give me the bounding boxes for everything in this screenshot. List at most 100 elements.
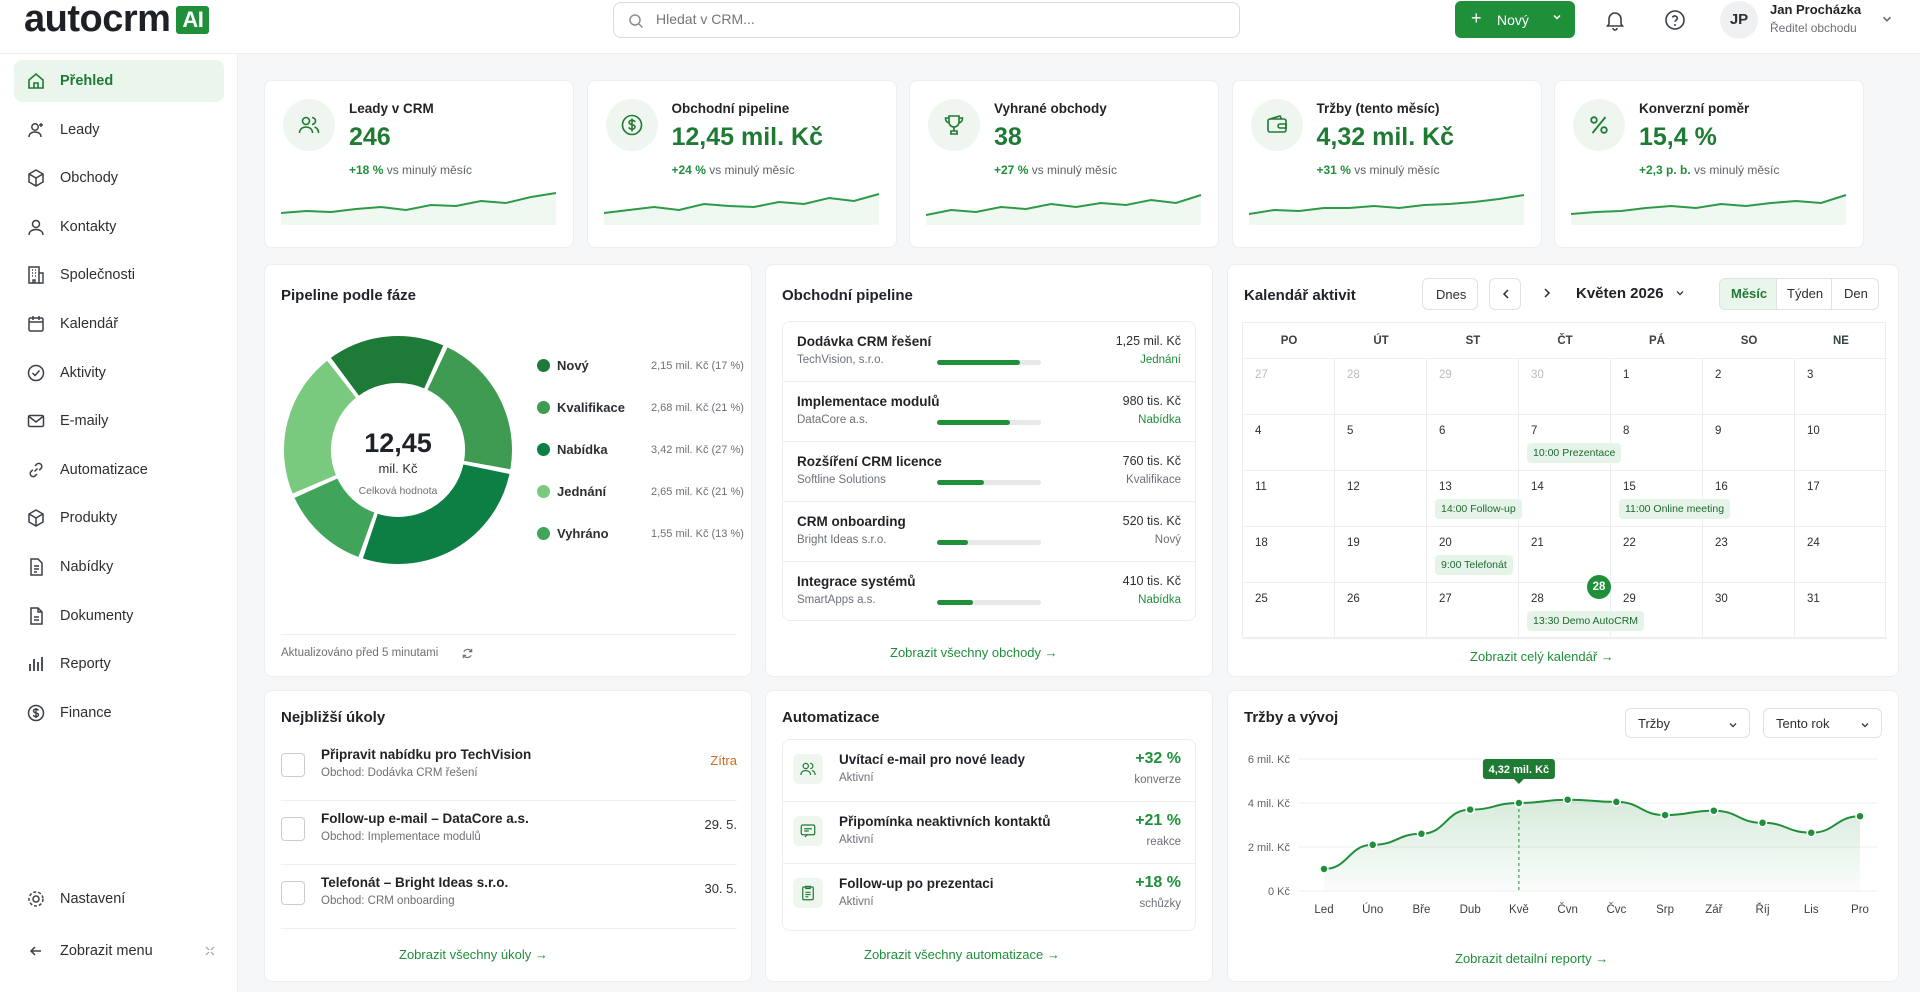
view-week-button[interactable]: Týden: [1777, 279, 1832, 309]
data-point[interactable]: [1465, 804, 1475, 815]
data-point[interactable]: [1367, 840, 1378, 850]
sidebar-item-bar-chart[interactable]: Reporty: [14, 643, 224, 685]
donut-slice-1[interactable]: [424, 344, 513, 472]
user-name[interactable]: Jan Procházka: [1770, 2, 1862, 17]
calendar-day[interactable]: 12: [1335, 471, 1427, 527]
chevron-down-icon[interactable]: [1674, 287, 1686, 299]
calendar-day[interactable]: 26: [1335, 583, 1427, 639]
calendar-event[interactable]: 14:00 Follow-up: [1435, 499, 1522, 519]
calendar-day[interactable]: 9: [1703, 415, 1795, 471]
deal-row[interactable]: Integrace systémů SmartApps a.s. 410 tis. …: [783, 562, 1195, 622]
calendar-day[interactable]: 22: [1611, 527, 1703, 583]
today-button[interactable]: Dnes: [1422, 278, 1478, 310]
calendar-day[interactable]: 1: [1611, 359, 1703, 415]
data-point[interactable]: [1660, 810, 1670, 820]
calendar-day[interactable]: 17: [1795, 471, 1887, 527]
calendar-event[interactable]: 11:00 Online meeting: [1619, 499, 1731, 519]
bell-icon[interactable]: [1603, 8, 1627, 32]
deal-row[interactable]: Implementace modulů DataCore a.s. 980 tis.…: [783, 382, 1195, 442]
calendar-day[interactable]: 31: [1795, 583, 1887, 639]
sidebar-item-home[interactable]: Přehled: [14, 60, 224, 102]
data-point[interactable]: [1514, 798, 1524, 808]
task-item[interactable]: Připravit nabídku pro TechVision Obchod: …: [281, 737, 737, 801]
calendar-day[interactable]: 18: [1243, 527, 1335, 583]
calendar-day[interactable]: 28: [1335, 359, 1427, 415]
calendar-day[interactable]: 24: [1795, 527, 1887, 583]
chevron-down-icon[interactable]: [1551, 11, 1563, 23]
calendar-day[interactable]: 10: [1795, 415, 1887, 471]
calendar-day[interactable]: 23: [1703, 527, 1795, 583]
search-box[interactable]: [613, 2, 1240, 38]
calendar-event[interactable]: 10:00 Prezentace: [1527, 443, 1622, 463]
donut-slice-3[interactable]: [283, 357, 359, 497]
donut-slice-0[interactable]: [328, 335, 446, 399]
task-item[interactable]: Telefonát – Bright Ideas s.r.o. Obchod: C…: [281, 865, 737, 929]
kpi-card[interactable]: Tržby (tento měsíc) 4,32 mil. Kč +31 % vs …: [1231, 80, 1542, 248]
calendar-day[interactable]: 27: [1243, 359, 1335, 415]
calendar-day[interactable]: 16: [1703, 471, 1795, 527]
sidebar-item-file[interactable]: Dokumenty: [14, 595, 224, 637]
sidebar-item-link[interactable]: Automatizace: [14, 449, 224, 491]
calendar-event[interactable]: 9:00 Telefonát: [1435, 555, 1513, 575]
automation-row[interactable]: Uvítací e-mail pro nové leady Aktivní +32 …: [783, 740, 1195, 802]
automation-row[interactable]: Follow-up po prezentaci Aktivní +18 % schůz…: [783, 864, 1195, 926]
search-input[interactable]: [656, 11, 1216, 27]
deal-row[interactable]: Dodávka CRM řešení TechVision, s.r.o. 1,25…: [783, 322, 1195, 382]
calendar-day[interactable]: 11: [1243, 471, 1335, 527]
view-all-deals-link[interactable]: Zobrazit všechny obchody →: [890, 645, 1058, 660]
legend-item[interactable]: Nový 2,15 mil. Kč (17 %): [537, 356, 744, 376]
kpi-card[interactable]: Vyhrané obchody 38 +27 % vs minulý měsíc: [909, 80, 1219, 248]
calendar-day[interactable]: 5: [1335, 415, 1427, 471]
data-point[interactable]: [1757, 818, 1768, 828]
sidebar-item-cube[interactable]: Produkty: [14, 497, 224, 539]
calendar-day[interactable]: 2: [1703, 359, 1795, 415]
legend-item[interactable]: Vyhráno 1,55 mil. Kč (13 %): [537, 524, 744, 544]
avatar[interactable]: JP: [1720, 1, 1758, 39]
view-all-tasks-link[interactable]: Zobrazit všechny úkoly →: [399, 947, 548, 962]
task-item[interactable]: Follow-up e-mail – DataCore a.s. Obchod: …: [281, 801, 737, 865]
view-day-button[interactable]: Den: [1844, 286, 1868, 301]
sidebar-item-check-circle[interactable]: Aktivity: [14, 352, 224, 394]
sidebar-item-user[interactable]: Kontakty: [14, 206, 224, 248]
view-month-button[interactable]: Měsíc: [1720, 279, 1777, 309]
calendar-day[interactable]: 14: [1519, 471, 1611, 527]
sidebar-item-dollar-circle[interactable]: Finance: [14, 692, 224, 734]
sidebar-item-document[interactable]: Nabídky: [14, 546, 224, 588]
data-point[interactable]: [1806, 827, 1817, 838]
deal-row[interactable]: Rozšíření CRM licence Softline Solutions 7…: [783, 442, 1195, 502]
sidebar-item-settings[interactable]: Nastavení: [14, 878, 224, 920]
calendar-day[interactable]: 4: [1243, 415, 1335, 471]
logo[interactable]: autocrm AI: [24, 0, 210, 38]
task-checkbox[interactable]: [281, 881, 305, 905]
calendar-day[interactable]: 3: [1795, 359, 1887, 415]
task-checkbox[interactable]: [281, 753, 305, 777]
calendar-event[interactable]: 13:30 Demo AutoCRM: [1527, 611, 1645, 631]
data-point[interactable]: [1611, 797, 1622, 807]
calendar-day[interactable]: 30: [1703, 583, 1795, 639]
data-point[interactable]: [1562, 794, 1573, 805]
view-full-calendar-link[interactable]: Zobrazit celý kalendář →: [1470, 649, 1614, 664]
kpi-card[interactable]: Obchodní pipeline 12,45 mil. Kč +24 % vs m…: [586, 80, 897, 248]
calendar-day[interactable]: 8: [1611, 415, 1703, 471]
sidebar-item-mail[interactable]: E-maily: [14, 400, 224, 442]
data-point[interactable]: [1319, 864, 1329, 874]
legend-item[interactable]: Jednání 2,65 mil. Kč (21 %): [537, 482, 744, 502]
calendar-day[interactable]: 29: [1611, 583, 1703, 639]
legend-item[interactable]: Nabídka 3,42 mil. Kč (27 %): [537, 440, 744, 460]
metric-select[interactable]: Tržby: [1625, 708, 1750, 738]
calendar-day[interactable]: 29: [1427, 359, 1519, 415]
next-month-button[interactable]: [1531, 278, 1563, 310]
sidebar-item-building[interactable]: Společnosti: [14, 254, 224, 296]
donut-slice-4[interactable]: [291, 475, 377, 560]
refresh-icon[interactable]: [461, 647, 474, 660]
chevron-down-icon[interactable]: [1880, 12, 1894, 26]
task-checkbox[interactable]: [281, 817, 305, 841]
month-selector[interactable]: Květen 2026: [1576, 285, 1664, 302]
view-all-automations-link[interactable]: Zobrazit všechny automatizace →: [864, 947, 1060, 962]
calendar-day[interactable]: 6: [1427, 415, 1519, 471]
view-detailed-reports-link[interactable]: Zobrazit detailní reporty →: [1455, 951, 1609, 966]
period-select[interactable]: Tento rok: [1763, 708, 1882, 738]
sidebar-item-calendar[interactable]: Kalendář: [14, 303, 224, 345]
calendar-day[interactable]: 21: [1519, 527, 1611, 583]
prev-month-button[interactable]: [1489, 278, 1521, 310]
